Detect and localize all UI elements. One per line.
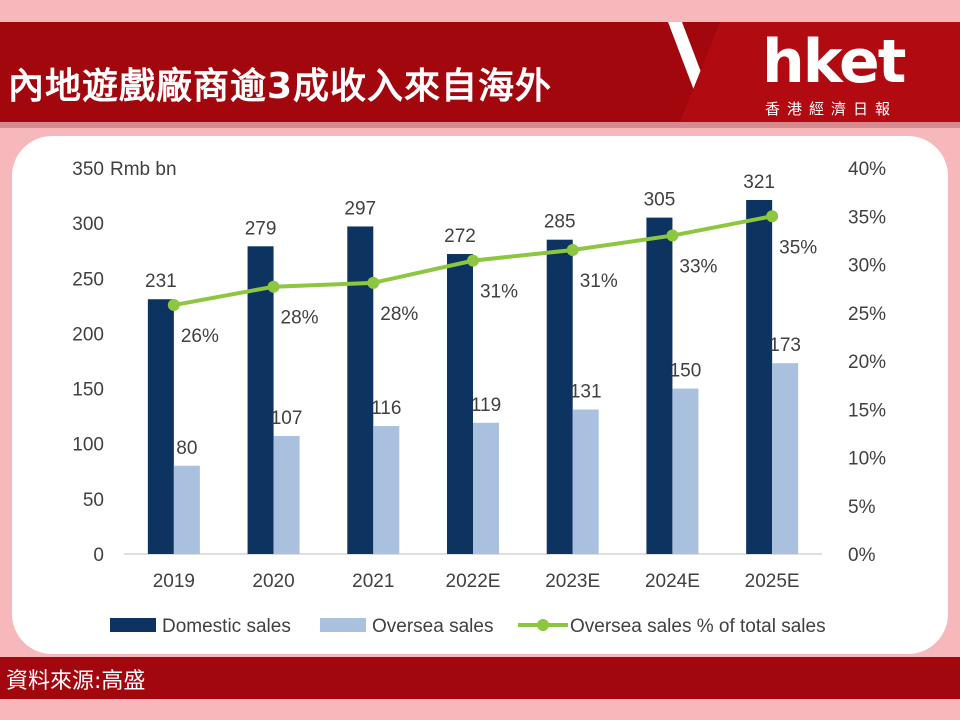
domestic-value-label: 279 [245, 218, 277, 239]
source-note: 資料來源:高盛 [6, 669, 146, 694]
domestic-value-label: 297 [344, 198, 376, 219]
y-tick-label: 350 [72, 159, 104, 180]
hket-logo: hket [762, 27, 906, 97]
y-tick-label: 0 [93, 545, 104, 566]
oversea-value-label: 107 [271, 408, 303, 429]
oversea-bar [473, 422, 499, 554]
oversea-bar [273, 435, 300, 554]
oversea-bar [572, 409, 599, 554]
y2-tick-label: 40% [848, 159, 886, 180]
logo-panel [680, 22, 960, 122]
domestic-bar [546, 239, 573, 554]
x-tick-label: 2020 [252, 571, 294, 592]
oversea-value-label: 150 [670, 361, 702, 382]
y-tick-label: 50 [83, 490, 104, 511]
legend-swatch-oversea [320, 618, 366, 632]
domestic-bar [347, 226, 374, 555]
share-value-label: 31% [480, 282, 518, 303]
legend-swatch-domestic [110, 618, 156, 632]
oversea-value-label: 131 [570, 382, 602, 403]
oversea-bar [173, 465, 200, 554]
domestic-value-label: 272 [444, 226, 476, 247]
y2-tick-label: 10% [848, 449, 886, 470]
share-value-label: 26% [181, 326, 219, 347]
domestic-bar [447, 254, 473, 554]
domestic-bar [746, 199, 773, 554]
logo-subtitle: 香港經濟日報 [765, 100, 898, 118]
share-value-label: 31% [580, 271, 618, 292]
y-tick-label: 250 [72, 269, 104, 290]
oversea-bar [373, 426, 400, 554]
oversea-value-label: 116 [371, 398, 401, 419]
y2-tick-label: 35% [848, 207, 886, 228]
legend-label-oversea: Oversea sales [372, 616, 493, 637]
domestic-value-label: 285 [544, 212, 576, 233]
share-point [267, 280, 280, 293]
y2-tick-label: 15% [848, 400, 886, 421]
x-tick-label: 2024E [645, 571, 700, 592]
oversea-value-label: 80 [176, 438, 197, 459]
x-tick-label: 2021 [352, 571, 394, 592]
header-banner: 內地遊戲廠商逾3成收入來自海外 hket 香港經濟日報 [0, 22, 960, 122]
oversea-value-label: 119 [471, 395, 501, 416]
y-tick-label: 200 [72, 324, 104, 345]
domestic-value-label: 321 [743, 172, 775, 193]
share-value-label: 33% [679, 257, 717, 278]
y-tick-label: 150 [72, 380, 104, 401]
x-tick-label: 2019 [153, 571, 195, 592]
share-value-label: 28% [281, 308, 319, 329]
chart: 0 50 100 150 200 250 300 350 Rmb bn 0% 5% 10% 15% 20%… [72, 159, 886, 637]
share-point [167, 299, 180, 312]
domestic-value-label: 231 [145, 271, 177, 292]
share-value-label: 28% [380, 304, 418, 325]
y2-tick-label: 5% [848, 497, 876, 518]
legend-label-share: Oversea sales % of total sales [570, 616, 826, 637]
y2-tick-label: 0% [848, 545, 876, 566]
chart-card: 0 50 100 150 200 250 300 350 Rmb bn 0% 5% 10% 15% 20%… [12, 136, 948, 654]
oversea-value-label: 173 [769, 335, 801, 356]
share-point [367, 276, 380, 289]
x-tick-label: 2025E [745, 571, 800, 592]
y-tick-label: 100 [72, 435, 104, 456]
share-point [467, 254, 479, 267]
share-point [566, 244, 579, 257]
x-tick-label: 2023E [545, 571, 600, 592]
legend-label-domestic: Domestic sales [162, 616, 291, 637]
header-divider [0, 122, 960, 128]
footer-bar: 資料來源:高盛 [0, 657, 960, 699]
domestic-bar [646, 217, 673, 554]
legend-swatch-share-point [537, 619, 549, 631]
share-point [666, 229, 679, 242]
page-title: 內地遊戲廠商逾3成收入來自海外 [8, 66, 553, 107]
y2-tick-label: 30% [848, 256, 886, 277]
domestic-bar [247, 246, 274, 554]
y2-tick-label: 25% [848, 304, 886, 325]
y-tick-label: 300 [72, 214, 104, 235]
oversea-bar [672, 388, 699, 554]
oversea-bar [772, 363, 799, 554]
top-strip [0, 0, 960, 22]
bottom-strip [0, 699, 960, 720]
y2-tick-label: 20% [848, 352, 886, 373]
share-point [766, 210, 779, 223]
y-axis-label: Rmb bn [110, 159, 177, 180]
x-tick-label: 2022E [446, 571, 501, 592]
domestic-bar [147, 299, 174, 554]
share-value-label: 35% [779, 237, 817, 258]
domestic-value-label: 305 [644, 190, 676, 211]
